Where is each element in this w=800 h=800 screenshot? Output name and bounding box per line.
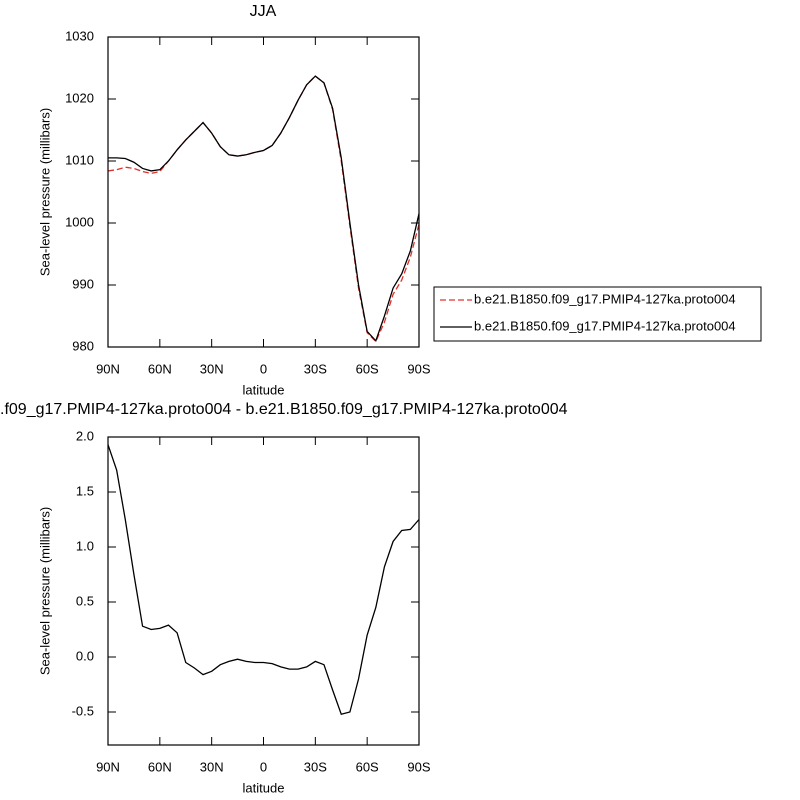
x-tick-label: 90S	[407, 759, 430, 774]
legend-label: b.e21.B1850.f09_g17.PMIP4-127ka.proto004	[474, 291, 736, 306]
x-tick-label: 30N	[200, 759, 224, 774]
x-tick-label: 30S	[304, 361, 327, 376]
y-tick-label: 1020	[65, 90, 94, 105]
legend-label: b.e21.B1850.f09_g17.PMIP4-127ka.proto004	[474, 318, 736, 333]
plot-frame	[107, 36, 420, 348]
x-tick-label: 60S	[356, 361, 379, 376]
y-tick-label: 1000	[65, 214, 94, 229]
x-tick-label: 60S	[356, 759, 379, 774]
x-axis-label: latitude	[243, 780, 285, 795]
x-tick-label: 90N	[96, 361, 120, 376]
x-tick-label: 0	[260, 361, 267, 376]
x-tick-label: 60N	[148, 361, 172, 376]
y-tick-label: 1.5	[76, 483, 94, 498]
legend-box	[433, 286, 762, 342]
y-tick-label: 980	[72, 338, 94, 353]
y-tick-label: 1010	[65, 152, 94, 167]
y-tick-label: 0.0	[76, 648, 94, 663]
y-tick-label: 0.5	[76, 593, 94, 608]
plot-frame	[107, 436, 420, 746]
chart-title: JJA	[250, 3, 277, 20]
x-tick-label: 30S	[304, 759, 327, 774]
y-tick-label: 1030	[65, 28, 94, 43]
x-tick-label: 90S	[407, 361, 430, 376]
y-axis-label: Sea-level pressure (millibars)	[37, 108, 52, 276]
x-axis-label: latitude	[243, 382, 285, 397]
y-tick-label: -0.5	[72, 703, 94, 718]
y-tick-label: 2.0	[76, 428, 94, 443]
x-tick-label: 30N	[200, 361, 224, 376]
x-tick-label: 60N	[148, 759, 172, 774]
y-tick-label: 1.0	[76, 538, 94, 553]
series-line	[107, 444, 420, 715]
series-line	[108, 75, 420, 343]
chart-title: .f09_g17.PMIP4-127ka.proto004 - b.e21.B1…	[0, 401, 568, 418]
y-tick-label: 990	[72, 276, 94, 291]
x-tick-label: 0	[260, 759, 267, 774]
y-axis-label: Sea-level pressure (millibars)	[37, 507, 52, 675]
x-tick-label: 90N	[96, 759, 120, 774]
series-line	[107, 75, 420, 343]
